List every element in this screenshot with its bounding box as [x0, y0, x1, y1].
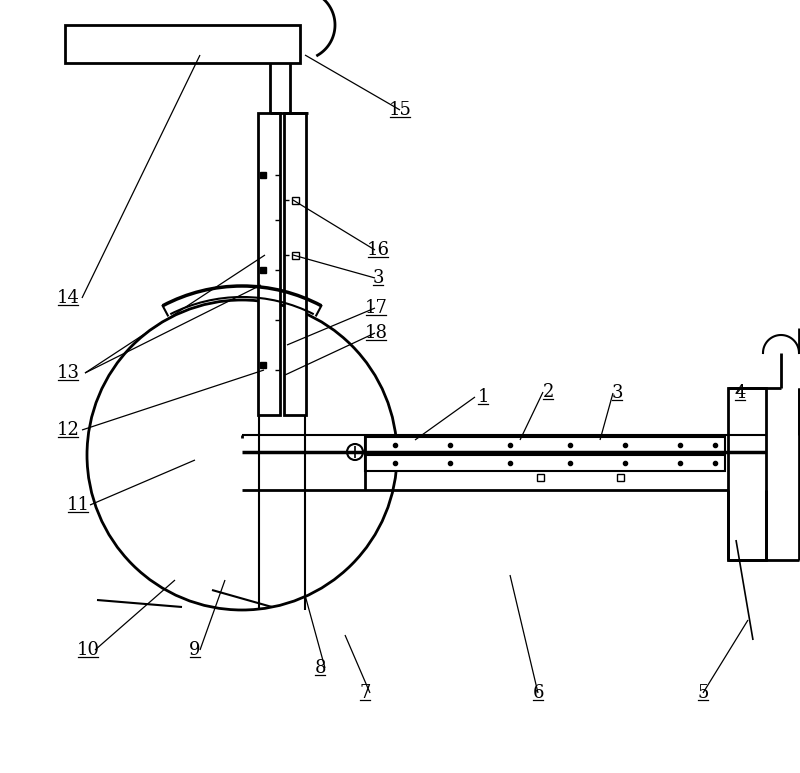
Text: 4: 4 — [734, 384, 746, 402]
Text: 12: 12 — [57, 421, 79, 439]
Bar — [291, 251, 298, 258]
Bar — [284, 113, 306, 415]
Text: 3: 3 — [611, 384, 622, 402]
Bar — [258, 113, 280, 415]
Bar — [291, 196, 298, 203]
Text: 5: 5 — [698, 684, 709, 702]
Text: 3: 3 — [372, 269, 384, 287]
Text: 7: 7 — [359, 684, 370, 702]
Text: 6: 6 — [532, 684, 544, 702]
Text: 13: 13 — [57, 364, 79, 382]
Text: 11: 11 — [66, 496, 90, 514]
Text: 2: 2 — [542, 383, 554, 401]
Text: 15: 15 — [389, 101, 411, 119]
Bar — [365, 455, 725, 471]
Bar — [617, 474, 623, 481]
Bar — [728, 388, 766, 560]
Bar — [65, 25, 300, 63]
Text: 1: 1 — [478, 388, 489, 406]
Text: 18: 18 — [365, 324, 387, 342]
Bar — [537, 474, 543, 481]
Text: 14: 14 — [57, 289, 79, 307]
Text: 8: 8 — [314, 659, 326, 677]
Text: 10: 10 — [77, 641, 99, 659]
Text: 17: 17 — [365, 299, 387, 317]
Text: 16: 16 — [366, 241, 390, 259]
Text: 9: 9 — [190, 641, 201, 659]
Bar — [365, 437, 725, 453]
